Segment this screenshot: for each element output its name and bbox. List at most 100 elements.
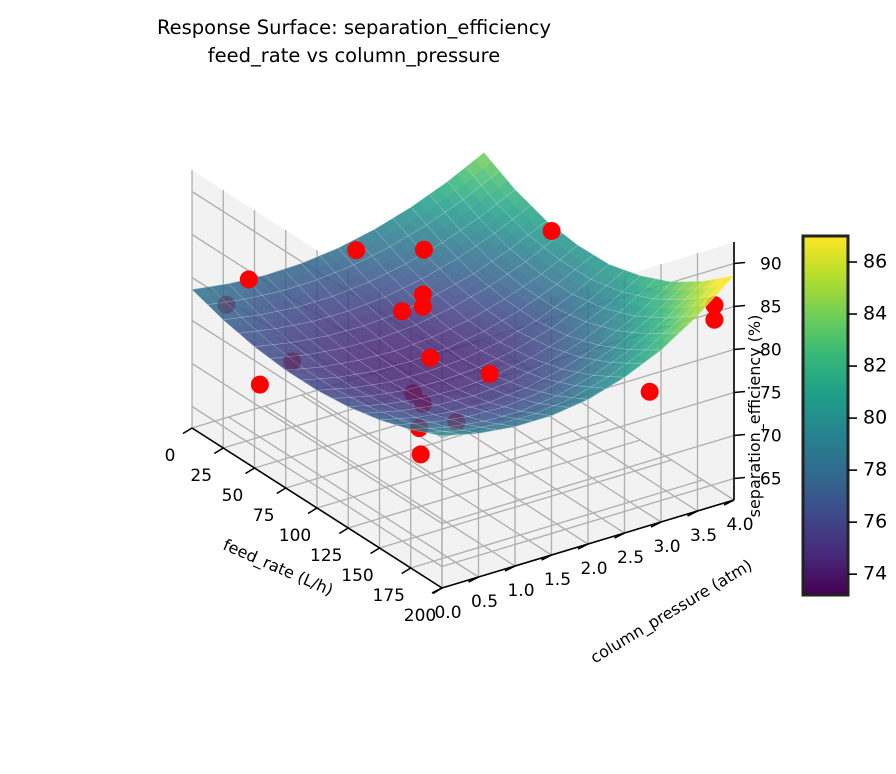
surface-wire-u <box>319 255 570 408</box>
y-tick <box>650 521 662 528</box>
scatter-point <box>414 240 433 259</box>
scatter-point <box>250 375 269 394</box>
z-tick-label: 85 <box>760 298 782 318</box>
x-tick <box>245 467 255 475</box>
z-tick-label: 90 <box>760 255 782 275</box>
surface-wire-v <box>316 264 610 391</box>
x-tick-label: 75 <box>253 506 275 526</box>
gridline <box>301 394 552 556</box>
y-tick-label: 2.0 <box>580 559 607 579</box>
colorbar-tick-label: 78 <box>863 459 887 481</box>
x-tick-label: 25 <box>190 466 212 486</box>
gridline <box>191 319 443 482</box>
surface-cell <box>191 287 210 298</box>
y-axis-label: column_pressure (atm) <box>587 555 756 668</box>
colorbar-tick-label: 84 <box>863 303 887 325</box>
scatter-point <box>239 270 258 289</box>
scatter-point <box>421 348 440 367</box>
z-tick <box>733 433 746 437</box>
y-tick-label: 1.0 <box>507 581 534 601</box>
surface-wire-u <box>356 238 607 389</box>
y-tick-label: 3.0 <box>653 537 680 557</box>
z-tick <box>733 476 746 480</box>
colorbar-tick-label: 76 <box>863 511 887 533</box>
surface-wire-u <box>246 279 497 431</box>
surface-wire-u <box>210 286 461 435</box>
colorbar-tick-label: 82 <box>863 355 887 377</box>
y-tick <box>723 499 735 506</box>
surface-wire-u <box>429 194 680 335</box>
y-tick <box>468 576 479 583</box>
z-tick-label: 80 <box>760 341 782 361</box>
gridline <box>228 416 479 578</box>
surface-wire-v <box>426 278 719 433</box>
x-tick <box>370 547 380 555</box>
y-tick-label: 0.5 <box>471 592 498 612</box>
y-tick <box>687 510 698 517</box>
z-tick-label: 65 <box>760 470 782 490</box>
x-tick <box>338 527 349 535</box>
surface-wire-v <box>441 275 735 437</box>
scatter-point <box>640 382 659 401</box>
surface-wire-v <box>223 189 516 321</box>
surface-wire-u <box>228 283 479 434</box>
surface-wire-u <box>447 181 698 319</box>
z-tick <box>733 347 746 351</box>
y-tick-label: 0.0 <box>434 603 461 623</box>
scatter-point <box>413 297 432 316</box>
z-tick-label: 75 <box>760 384 782 404</box>
colorbar: 86 84 82 80 78 76 74 separation_efficiency (%) <box>745 234 887 597</box>
x-tick-label: 125 <box>310 546 342 566</box>
surface-wire-v <box>410 281 703 430</box>
surface-wire-v <box>395 281 688 425</box>
colorbar-tick-label: 74 <box>863 563 887 585</box>
surface-wire-u <box>483 152 735 283</box>
surface-wire-u <box>301 263 552 416</box>
x-tick-label: 100 <box>279 526 311 546</box>
plot-title-line1: Response Surface: separation_efficiency <box>157 16 551 39</box>
y-tick-label: 4.0 <box>726 515 753 535</box>
surface-wire-u <box>465 166 716 300</box>
surface-wire-u <box>392 218 643 364</box>
surface-wire-v <box>363 278 657 414</box>
scatter-point <box>705 310 724 329</box>
y-tick-label: 3.5 <box>690 526 717 546</box>
y-tick <box>431 587 443 594</box>
surface-wire-u <box>337 247 589 400</box>
surface-wire-u <box>374 229 625 378</box>
y-tick <box>577 543 589 550</box>
x-tick <box>307 507 318 515</box>
surface-wire-u <box>410 207 662 351</box>
x-tick-label: 200 <box>404 606 436 626</box>
gridline <box>441 391 735 482</box>
scatter-point <box>392 302 411 321</box>
y-tick-label: 1.5 <box>544 570 571 590</box>
colorbar-label: separation_efficiency (%) <box>745 315 765 518</box>
x-tick-label: 50 <box>222 486 244 506</box>
surface-wire-v <box>285 245 578 371</box>
z-tick <box>733 304 746 308</box>
colorbar-ticks: 86 84 82 80 78 76 74 <box>848 251 887 585</box>
x-tick <box>401 567 412 575</box>
y-tick-label: 2.5 <box>617 548 644 568</box>
surface-wire-u <box>264 275 516 427</box>
x-tick <box>213 447 224 455</box>
surface-wire-v <box>332 269 625 399</box>
x-tick-label: 150 <box>341 566 373 586</box>
y-tick <box>541 554 552 561</box>
gridline <box>191 405 443 568</box>
colorbar-gradient <box>801 234 850 597</box>
scatter-point <box>542 221 561 240</box>
surface-wire-v <box>270 232 563 359</box>
surface-wire-u <box>283 269 534 422</box>
x-tick <box>182 427 193 435</box>
scatter-point <box>480 364 499 383</box>
x-tick-label: 0 <box>165 446 176 466</box>
scatter-point <box>347 241 366 260</box>
y-tick <box>614 532 625 539</box>
colorbar-tick-label: 80 <box>863 407 887 429</box>
scatter-point <box>411 445 430 464</box>
x-tick <box>276 487 287 495</box>
